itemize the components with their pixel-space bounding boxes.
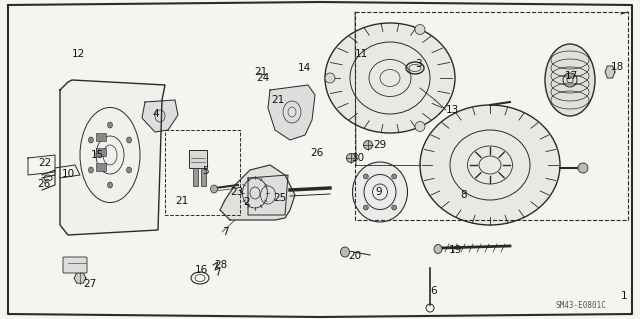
Polygon shape [142,100,178,132]
Ellipse shape [127,137,132,143]
Polygon shape [74,273,86,283]
Ellipse shape [325,23,455,133]
Ellipse shape [392,174,397,179]
Text: 11: 11 [355,49,368,59]
Text: 2: 2 [243,197,250,207]
Bar [96,163,106,171]
Ellipse shape [434,244,442,254]
Text: 8: 8 [460,190,467,200]
Text: 21: 21 [271,95,284,105]
Text: 14: 14 [298,63,311,73]
Text: 17: 17 [565,71,579,81]
Ellipse shape [108,182,113,188]
Text: 16: 16 [195,265,208,275]
Ellipse shape [364,174,369,179]
Ellipse shape [578,163,588,173]
FancyBboxPatch shape [63,257,87,273]
Text: 19: 19 [449,245,462,255]
Text: 3: 3 [415,59,422,69]
Ellipse shape [545,44,595,116]
Ellipse shape [392,205,397,210]
Ellipse shape [364,140,372,150]
Text: 10: 10 [62,169,75,179]
Ellipse shape [353,162,408,222]
Text: 21: 21 [254,67,268,77]
Text: 30: 30 [351,153,364,163]
Text: 26: 26 [310,148,323,158]
Text: 28: 28 [214,260,227,270]
Polygon shape [220,165,295,220]
Polygon shape [605,66,615,78]
Ellipse shape [420,105,560,225]
Text: SM43-E0801C: SM43-E0801C [555,300,606,309]
Text: 15: 15 [91,150,104,160]
Ellipse shape [364,205,369,210]
Polygon shape [268,85,315,140]
Ellipse shape [88,167,93,173]
Text: 20: 20 [348,251,361,261]
Ellipse shape [325,73,335,83]
Ellipse shape [88,137,93,143]
Ellipse shape [340,247,349,257]
Bar [189,150,207,168]
Text: 5: 5 [202,166,209,176]
Bar [96,133,106,141]
Ellipse shape [127,167,132,173]
Text: 21: 21 [175,196,188,206]
Text: 13: 13 [446,105,460,115]
Ellipse shape [346,153,355,162]
Text: 26: 26 [37,179,51,189]
Text: 1: 1 [621,291,628,301]
Ellipse shape [108,122,113,128]
Text: 24: 24 [256,73,269,83]
Text: 7: 7 [222,227,228,237]
Text: 27: 27 [83,279,96,289]
Text: 9: 9 [375,187,381,197]
Text: 18: 18 [611,62,624,72]
Polygon shape [248,175,288,215]
Bar [193,168,198,186]
Text: 22: 22 [38,158,51,168]
Text: 12: 12 [72,49,85,59]
Ellipse shape [211,185,218,193]
Text: 29: 29 [373,140,387,150]
Bar [96,148,106,156]
Text: 23: 23 [230,187,243,197]
Polygon shape [60,80,165,235]
Bar [201,168,206,186]
Ellipse shape [415,25,425,34]
Text: 4: 4 [152,109,159,119]
Text: 6: 6 [430,286,436,296]
Text: 25: 25 [273,193,286,203]
Ellipse shape [415,122,425,131]
